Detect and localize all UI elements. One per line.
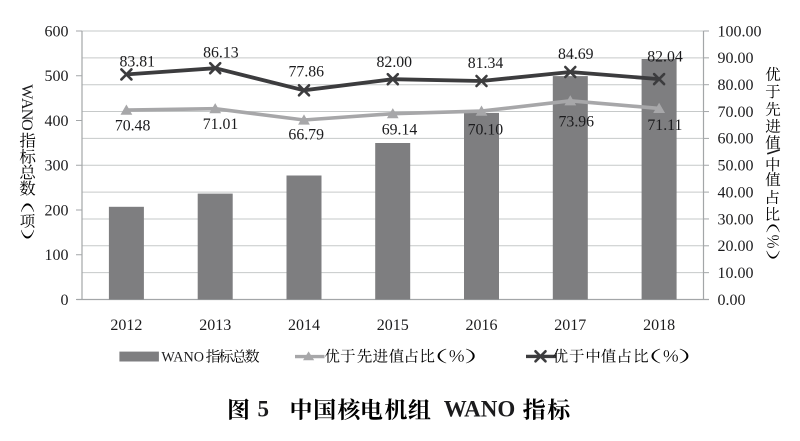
svg-text:0.00: 0.00 (718, 292, 746, 309)
svg-text:66.79: 66.79 (288, 126, 324, 143)
svg-text:100: 100 (45, 247, 69, 264)
svg-text:2018: 2018 (643, 317, 675, 334)
svg-text:70.00: 70.00 (718, 104, 754, 121)
svg-text:WANO: WANO (161, 349, 204, 365)
svg-text:200: 200 (45, 202, 69, 219)
svg-text:O: O (18, 119, 35, 131)
svg-text:2017: 2017 (554, 317, 586, 334)
svg-text:60.00: 60.00 (718, 131, 754, 148)
svg-text:69.14: 69.14 (382, 122, 418, 139)
svg-text:81.34: 81.34 (468, 55, 504, 72)
svg-text:2013: 2013 (199, 317, 231, 334)
svg-text:2015: 2015 (377, 317, 409, 334)
svg-text:400: 400 (45, 113, 69, 130)
svg-text:5: 5 (258, 396, 270, 421)
svg-text:2016: 2016 (466, 317, 498, 334)
svg-text:70.48: 70.48 (115, 118, 151, 135)
svg-text:30.00: 30.00 (718, 211, 754, 228)
svg-text:2014: 2014 (288, 317, 320, 334)
svg-text:71.01: 71.01 (203, 116, 239, 133)
svg-text:70.10: 70.10 (468, 122, 504, 139)
svg-text:0: 0 (61, 292, 69, 309)
svg-text:82.00: 82.00 (377, 54, 413, 71)
svg-text:86.13: 86.13 (203, 44, 239, 61)
svg-text:A: A (18, 98, 35, 110)
svg-text:77.86: 77.86 (289, 64, 325, 81)
svg-text:84.69: 84.69 (558, 46, 594, 63)
svg-text:N: N (18, 109, 35, 121)
svg-text:82.04: 82.04 (647, 49, 683, 66)
svg-text:40.00: 40.00 (718, 184, 754, 201)
svg-text:73.96: 73.96 (559, 114, 595, 131)
svg-text:10.00: 10.00 (718, 265, 754, 282)
svg-text:90.00: 90.00 (718, 50, 754, 67)
svg-text:2012: 2012 (110, 317, 142, 334)
svg-text:20.00: 20.00 (718, 238, 754, 255)
svg-text:80.00: 80.00 (718, 77, 754, 94)
svg-text:100.00: 100.00 (718, 23, 762, 40)
svg-text:50.00: 50.00 (718, 158, 754, 175)
svg-text:W: W (18, 84, 35, 100)
svg-text:500: 500 (45, 68, 69, 85)
svg-text:71.11: 71.11 (647, 117, 682, 134)
svg-text:300: 300 (45, 158, 69, 175)
svg-text:WANO: WANO (444, 396, 516, 421)
svg-text:83.81: 83.81 (120, 54, 156, 71)
svg-text:600: 600 (45, 23, 69, 40)
